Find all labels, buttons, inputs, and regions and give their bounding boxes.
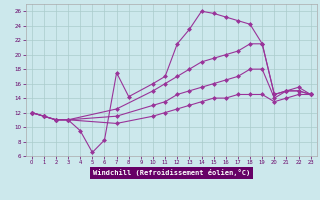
X-axis label: Windchill (Refroidissement éolien,°C): Windchill (Refroidissement éolien,°C) [92, 169, 250, 176]
